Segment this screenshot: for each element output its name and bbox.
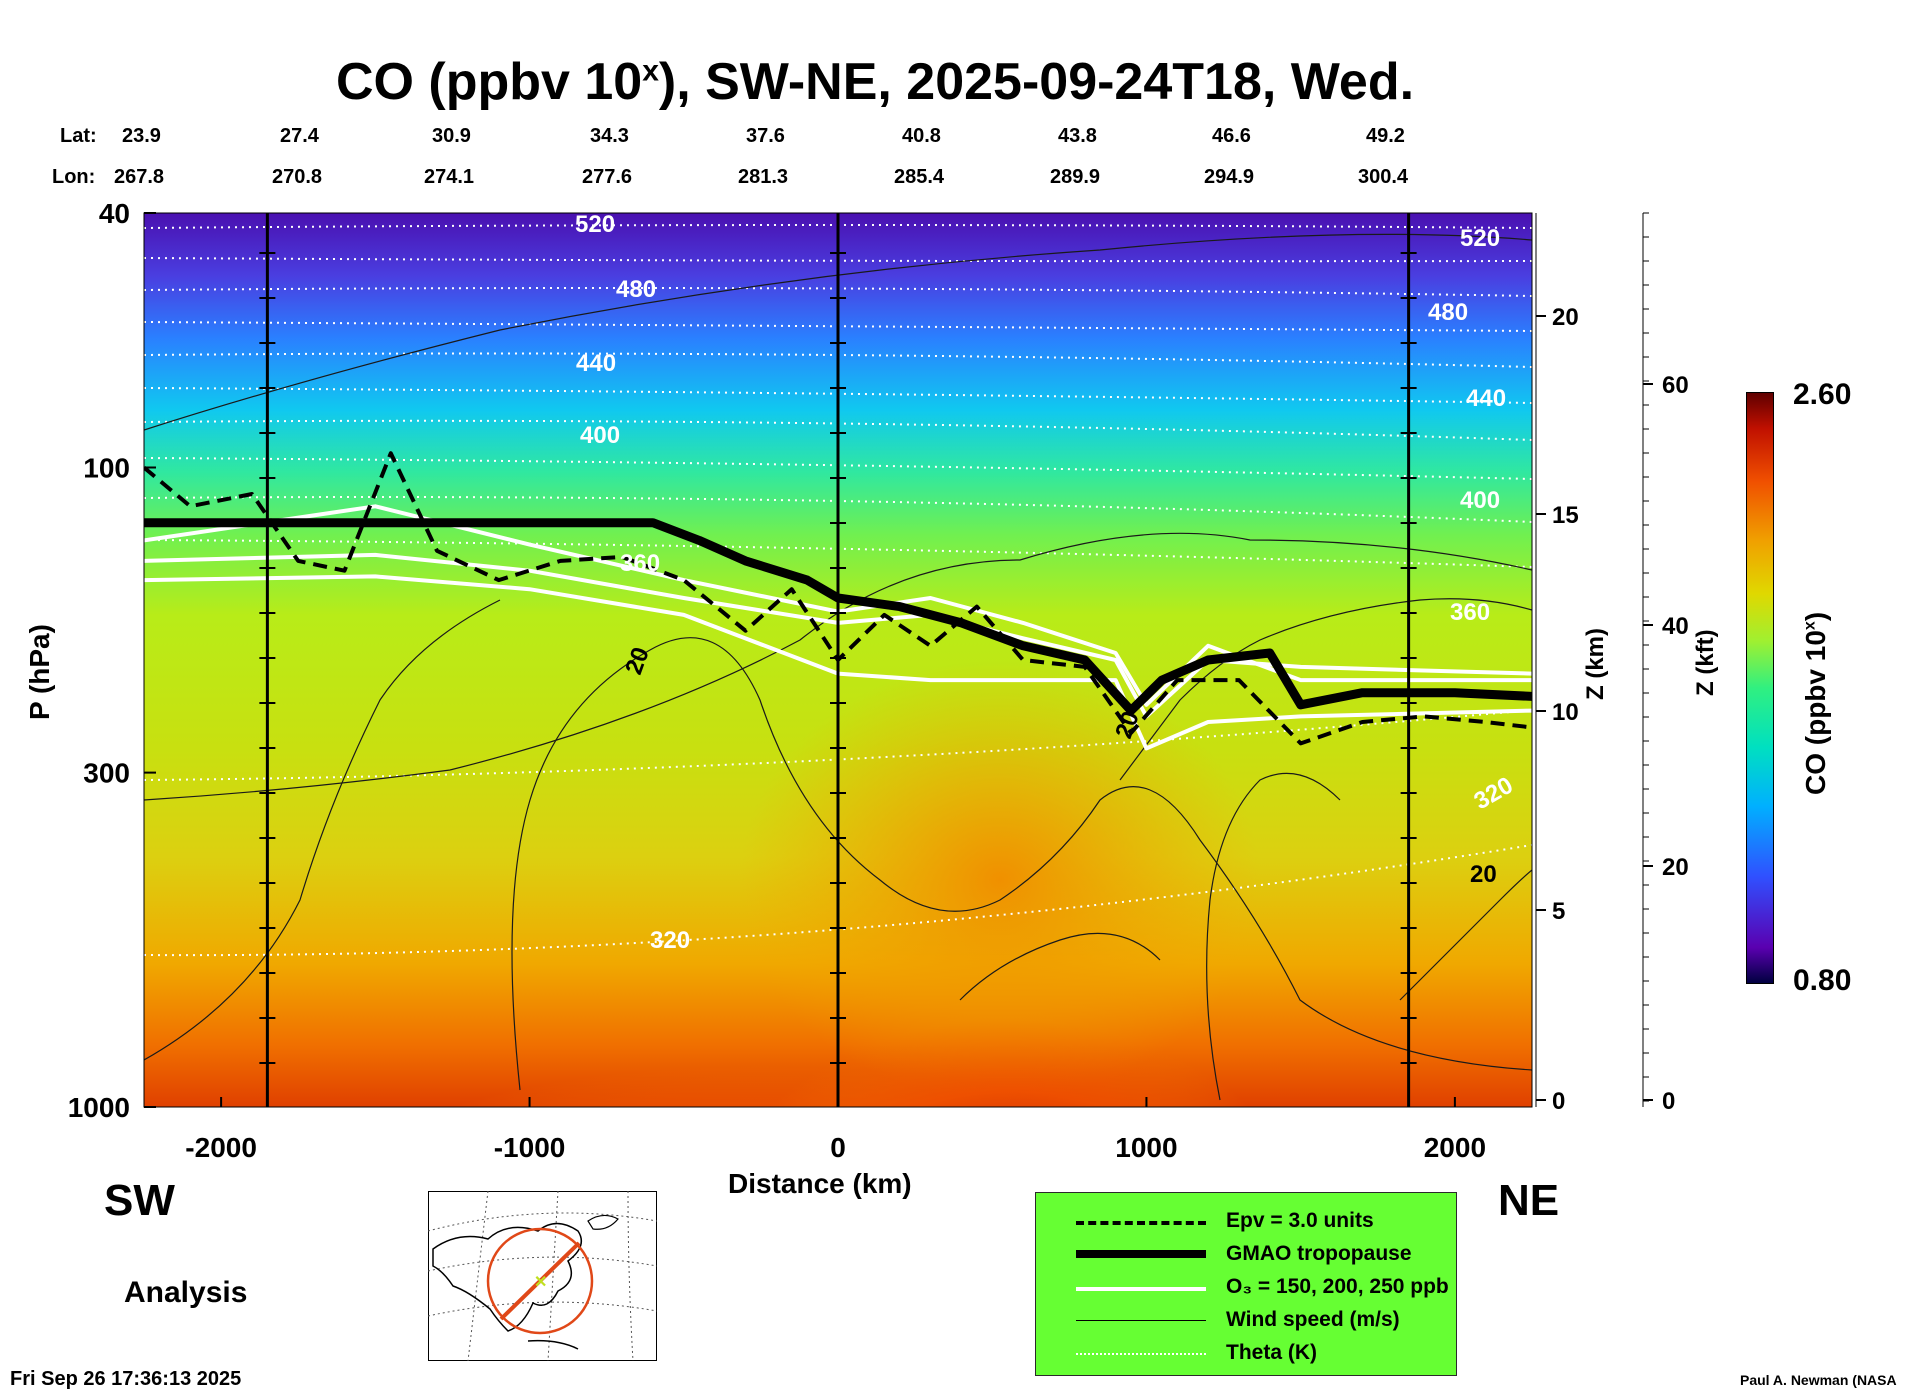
theta-contour-label: 440 [1466, 385, 1506, 412]
legend-swatch [1076, 1353, 1206, 1355]
lon-value: 281.3 [738, 166, 789, 188]
timestamp: Fri Sep 26 17:36:13 2025 [10, 1368, 242, 1390]
lon-value: 285.4 [894, 166, 945, 188]
legend-label: Theta (K) [1226, 1341, 1317, 1364]
lat-value: 46.6 [1212, 125, 1251, 147]
x-tick-label: 0 [830, 1132, 846, 1163]
lat-value: 34.3 [590, 125, 629, 147]
x-tick-label: -2000 [185, 1132, 257, 1163]
lon-value: 294.9 [1204, 166, 1255, 188]
co-high-region-center [750, 900, 1270, 1107]
credit: Paul A. Newman (NASA [1740, 1372, 1897, 1388]
x-tick-label: -1000 [494, 1132, 566, 1163]
wind-speed-contour [959, 932, 1161, 1001]
lat-value: 37.6 [746, 125, 785, 147]
lon-label: Lon: [52, 166, 96, 188]
z-km-tick-label: 10 [1552, 699, 1579, 726]
lat-label: Lat: [60, 125, 97, 147]
theta-contour-label: 400 [580, 422, 620, 449]
wind-speed-contour [144, 599, 501, 1061]
legend-item: O₃ = 150, 200, 250 ppb [1036, 1271, 1456, 1303]
inset-map: ✕ [428, 1191, 657, 1361]
lon-value: 300.4 [1358, 166, 1409, 188]
z-kft-tick-label: 20 [1662, 854, 1689, 881]
lon-value: 274.1 [424, 166, 475, 188]
y-tick-label: 1000 [68, 1092, 130, 1123]
lon-value: 289.9 [1050, 166, 1101, 188]
lat-value: 40.8 [902, 125, 941, 147]
z-km-tick-label: 5 [1552, 898, 1565, 925]
gmao-tropopause [144, 518, 1532, 716]
direction-sw: SW [104, 1176, 175, 1225]
legend-swatch [1076, 1221, 1206, 1225]
z-kft-tick-label: 60 [1662, 372, 1689, 399]
chart-title: CO (ppbv 10x), SW-NE, 2025-09-24T18, Wed… [335, 53, 1415, 111]
theta-contour-label: 320 [650, 927, 690, 954]
lon-value: 277.6 [582, 166, 633, 188]
colorbar [1746, 392, 1774, 984]
wind-speed-contour [1206, 772, 1341, 1101]
lat-value: 43.8 [1058, 125, 1097, 147]
legend-swatch [1076, 1320, 1206, 1321]
wind-speed-contour [511, 637, 1532, 1091]
legend-label: Wind speed (m/s) [1226, 1308, 1400, 1331]
legend-label: Epv = 3.0 units [1226, 1209, 1374, 1232]
wind-speed-contour [1119, 598, 1532, 781]
lon-value: 267.8 [114, 166, 165, 188]
wind-speed-contour [1399, 869, 1532, 1001]
theta-contour-label: 520 [575, 211, 615, 238]
z-km-tick-label: 0 [1552, 1088, 1565, 1115]
x-tick-label: 1000 [1115, 1132, 1177, 1163]
y-axis-title: P (hPa) [24, 624, 55, 720]
lat-value: 30.9 [432, 125, 471, 147]
wind-contour-label: 20 [1470, 861, 1497, 888]
z-kft-tick-label: 0 [1662, 1088, 1675, 1115]
map-coastline [432, 1222, 583, 1332]
z-kft-tick-label: 40 [1662, 613, 1689, 640]
y-tick-label: 300 [83, 758, 130, 789]
o3-contour-250 [144, 574, 1532, 751]
z-kft-axis-title: Z (kft) [1692, 629, 1719, 696]
wind-speed-contour [144, 233, 1532, 431]
colorbar-min-label: 0.80 [1793, 964, 1852, 997]
legend-item: Theta (K) [1036, 1337, 1456, 1369]
legend: Epv = 3.0 units GMAO tropopause O₃ = 150, … [1035, 1192, 1457, 1376]
x-axis-title: Distance (km) [728, 1168, 912, 1199]
theta-contour-label: 480 [616, 276, 656, 303]
z-km-tick-label: 15 [1552, 502, 1579, 529]
theta-contour-label: 480 [1428, 299, 1468, 326]
legend-item: Epv = 3.0 units [1036, 1205, 1456, 1237]
legend-item: Wind speed (m/s) [1036, 1304, 1456, 1336]
x-tick-label: 2000 [1424, 1132, 1486, 1163]
legend-swatch [1076, 1250, 1206, 1258]
legend-label: O₃ = 150, 200, 250 ppb [1226, 1275, 1449, 1298]
colorbar-title: CO (ppbv 10x) [1800, 611, 1831, 795]
lon-value: 270.8 [272, 166, 323, 188]
map-transect-line [499, 1241, 581, 1321]
theta-contour-label: 400 [1460, 487, 1500, 514]
legend-item: GMAO tropopause [1036, 1238, 1456, 1270]
z-km-axis-title: Z (km) [1582, 628, 1609, 700]
o3-contour-200 [144, 504, 1532, 707]
analysis-label: Analysis [124, 1276, 248, 1309]
z-km-tick-label: 20 [1552, 304, 1579, 331]
theta-contour-label: 360 [620, 550, 660, 577]
legend-label: GMAO tropopause [1226, 1242, 1412, 1265]
direction-ne: NE [1498, 1176, 1560, 1225]
lat-value: 49.2 [1366, 125, 1405, 147]
legend-swatch [1076, 1287, 1206, 1291]
y-tick-label: 40 [99, 198, 130, 229]
map-range-circle [486, 1227, 594, 1335]
y-tick-label: 100 [83, 452, 130, 483]
lat-value: 23.9 [122, 125, 161, 147]
map-center-marker: ✕ [534, 1274, 547, 1291]
theta-contour-label: 440 [576, 350, 616, 377]
lat-value: 27.4 [280, 125, 319, 147]
wind-speed-contour [144, 532, 1532, 801]
colorbar-max-label: 2.60 [1793, 378, 1852, 411]
theta-contour-label: 360 [1450, 599, 1490, 626]
theta-contour-label: 520 [1460, 225, 1500, 252]
